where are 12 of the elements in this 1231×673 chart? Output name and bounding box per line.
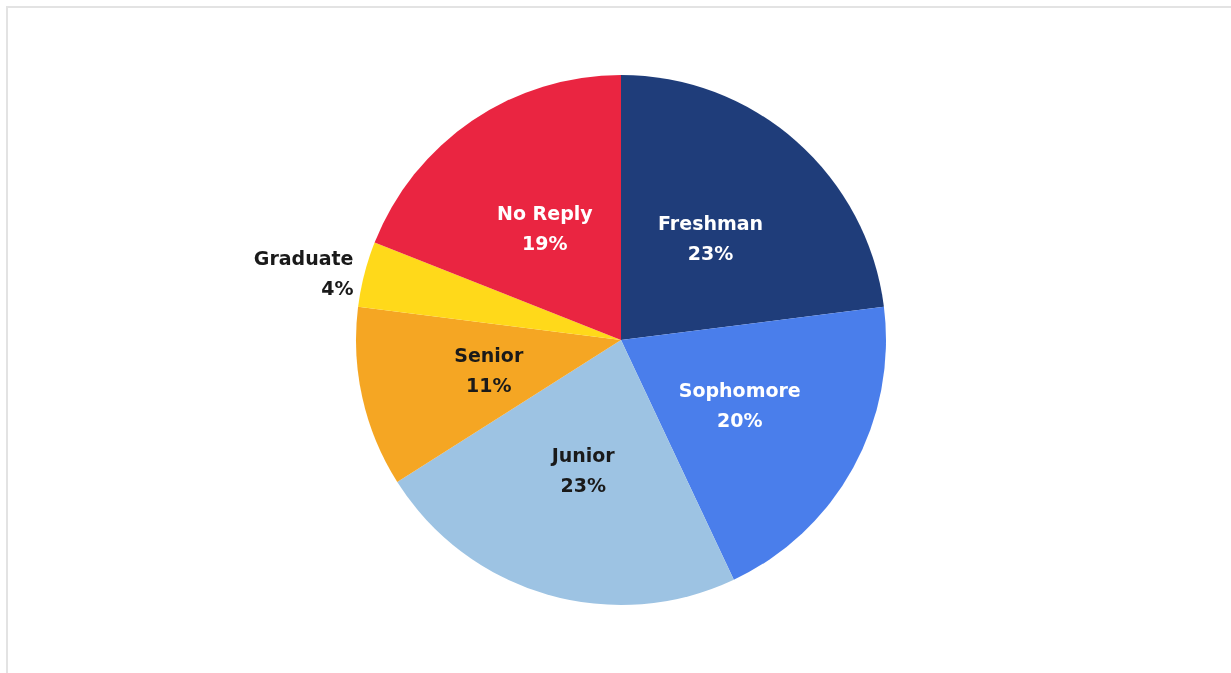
slice-label: Freshman <box>658 212 764 235</box>
slice-label: Sophomore <box>678 379 801 402</box>
data-label: 4% <box>321 276 354 299</box>
slice-label: Junior <box>549 444 616 467</box>
slice-label: No Reply <box>497 201 594 224</box>
slice-label: Senior <box>454 343 524 366</box>
data-label: 23% <box>560 474 606 497</box>
data-label: 11% <box>466 373 512 396</box>
data-label: 23% <box>687 242 734 265</box>
data-label: 20% <box>717 409 763 432</box>
data-label: 19% <box>522 231 568 254</box>
slice-label: Graduate <box>253 246 354 269</box>
